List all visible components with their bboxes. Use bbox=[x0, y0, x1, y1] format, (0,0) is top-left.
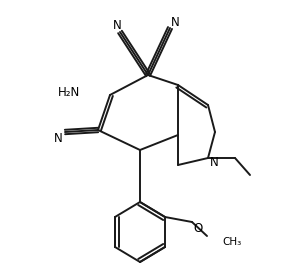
Text: CH₃: CH₃ bbox=[222, 237, 241, 247]
Text: O: O bbox=[193, 221, 203, 235]
Text: N: N bbox=[210, 155, 219, 169]
Text: H₂N: H₂N bbox=[58, 85, 80, 99]
Text: N: N bbox=[171, 15, 180, 29]
Text: N: N bbox=[113, 18, 122, 32]
Text: N: N bbox=[54, 132, 62, 144]
